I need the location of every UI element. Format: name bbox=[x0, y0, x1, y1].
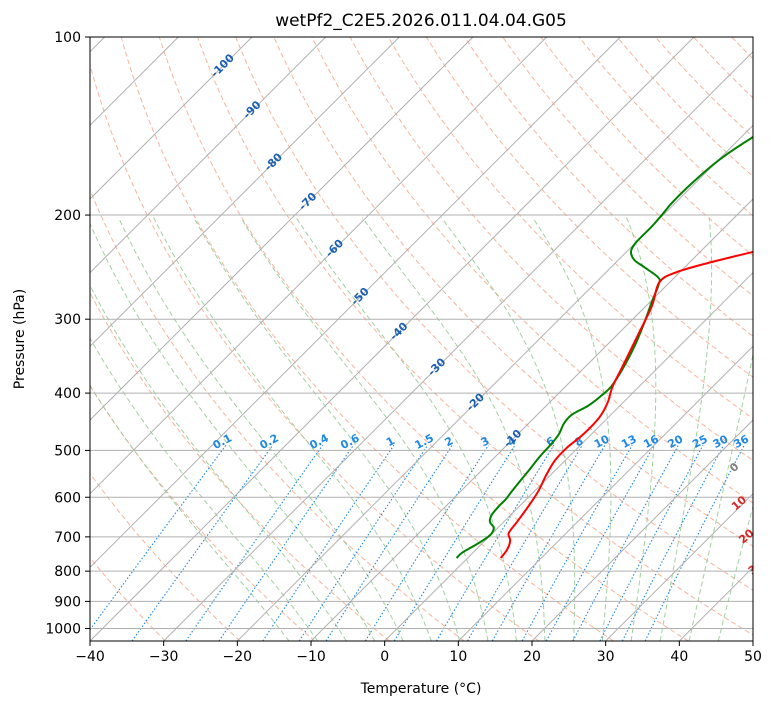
x-tick-label: −20 bbox=[223, 649, 253, 665]
moist-adiabat-line bbox=[441, 217, 576, 641]
isotherm-line bbox=[90, 37, 400, 348]
isotherm-line bbox=[236, 124, 753, 641]
dry-adiabat-line bbox=[273, 37, 753, 547]
mixing-ratio-line bbox=[545, 444, 655, 641]
moist-adiabat-line bbox=[717, 504, 753, 641]
dry-adiabat-line bbox=[90, 62, 540, 641]
y-axis-ticks: 1000 900 800 700 600 500 400 300 200 100 bbox=[45, 30, 90, 637]
isotherm-line bbox=[90, 37, 327, 274]
isotherm-line bbox=[531, 419, 753, 641]
y-tick-label: 500 bbox=[54, 443, 81, 459]
dry-adiabat-line bbox=[90, 472, 241, 641]
x-tick-label: 50 bbox=[744, 649, 762, 665]
mixing-ratio-line bbox=[185, 444, 324, 641]
isotherm-line bbox=[90, 37, 621, 569]
dry-adiabat-line bbox=[197, 37, 753, 636]
mixing-ratio-line bbox=[325, 444, 453, 641]
dewpoint-line bbox=[455, 135, 753, 559]
mixing-ratio-line bbox=[298, 444, 429, 641]
moist-adiabat-line bbox=[193, 217, 461, 641]
mixing-ratio-line bbox=[218, 444, 354, 641]
dry-adiabats bbox=[90, 37, 753, 641]
moist-adiabat-line bbox=[532, 217, 612, 641]
mixing-ratio-line bbox=[364, 444, 489, 641]
mixing-ratio-line bbox=[521, 444, 633, 641]
isotherm-line bbox=[605, 492, 753, 641]
moist-adiabat-line bbox=[118, 217, 404, 641]
mixing-ratio-label: 13 bbox=[619, 432, 639, 451]
mixing-ratio-line bbox=[262, 444, 395, 641]
mixing-ratio-line bbox=[467, 444, 583, 641]
y-tick-label: 700 bbox=[54, 530, 81, 546]
moist-adiabat-line bbox=[295, 217, 517, 641]
y-tick-label: 800 bbox=[54, 564, 81, 580]
x-tick-label: 0 bbox=[380, 649, 389, 665]
x-tick-label: 20 bbox=[523, 649, 541, 665]
x-axis-ticks: −40 −30 −20 −10 0 10 20 30 40 50 bbox=[75, 641, 762, 665]
mixing-ratio-line bbox=[131, 444, 274, 641]
moist-adiabat-line bbox=[90, 284, 347, 641]
mixing-ratio-label: 25 bbox=[690, 432, 710, 451]
moist-adiabat-line bbox=[90, 384, 290, 641]
x-tick-label: −40 bbox=[75, 649, 105, 665]
mixing-ratio-line bbox=[644, 444, 745, 641]
dry-adiabat-line bbox=[349, 37, 753, 462]
mixing-ratio-line bbox=[491, 444, 606, 641]
mixing-ratio-lines bbox=[90, 444, 745, 641]
y-tick-label: 900 bbox=[54, 594, 81, 610]
dry-adiabat-label: 30 bbox=[746, 557, 766, 577]
x-tick-label: 40 bbox=[670, 649, 688, 665]
x-axis-label: Temperature (°C) bbox=[360, 681, 482, 697]
mixing-ratio-label: 16 bbox=[641, 432, 661, 451]
x-tick-label: 10 bbox=[449, 649, 467, 665]
dry-adiabat-line bbox=[235, 37, 753, 591]
mixing-ratio-label: 30 bbox=[711, 432, 731, 451]
dry-adiabat-line bbox=[425, 37, 753, 378]
isotherm-line bbox=[310, 198, 753, 641]
dry-adiabat-line bbox=[502, 37, 753, 297]
mixing-ratio-label: 36 bbox=[731, 432, 751, 451]
moist-adiabat-line bbox=[240, 217, 489, 641]
isotherm-line bbox=[90, 37, 474, 421]
y-tick-label: 300 bbox=[54, 312, 81, 328]
isotherm-line bbox=[163, 50, 753, 641]
mixing-ratio-label: 10 bbox=[592, 432, 612, 451]
y-axis-label: Pressure (hPa) bbox=[12, 289, 28, 389]
isotherm-isobar-grid bbox=[90, 37, 753, 641]
mixing-ratio-line bbox=[435, 444, 555, 641]
dry-adiabat-line bbox=[90, 556, 166, 641]
dry-adiabat-line bbox=[158, 37, 689, 641]
isotherm-line bbox=[457, 345, 753, 641]
moist-adiabat-line bbox=[153, 217, 432, 641]
dry-adiabat-line bbox=[90, 384, 316, 641]
isotherm-line bbox=[90, 37, 253, 200]
y-tick-label: 1000 bbox=[45, 621, 81, 637]
isotherm-line bbox=[90, 37, 695, 641]
mixing-ratio-line bbox=[90, 444, 227, 631]
moist-adiabat-line bbox=[659, 217, 713, 641]
moist-adiabat-line bbox=[688, 351, 753, 641]
y-tick-label: 400 bbox=[54, 386, 81, 402]
mixing-ratio-label: 20 bbox=[666, 432, 686, 451]
temperature-line bbox=[499, 250, 753, 559]
y-tick-label: 200 bbox=[54, 208, 81, 224]
plot-frame bbox=[89, 36, 754, 642]
y-tick-label: 600 bbox=[54, 490, 81, 506]
moist-adiabat-line bbox=[90, 337, 319, 641]
isotherm-line bbox=[384, 271, 753, 641]
isotherm-line bbox=[90, 37, 548, 495]
dry-adiabat-line bbox=[90, 291, 390, 641]
x-tick-label: 30 bbox=[597, 649, 615, 665]
dry-adiabat-line bbox=[90, 188, 465, 641]
plot-area: 0.1 0.2 0.4 0.6 1 1.5 2 3 4 6 8 10 13 16 20 25 30 36-100-… bbox=[90, 37, 766, 641]
x-tick-label: −30 bbox=[149, 649, 179, 665]
chart-title: wetPf2_C2E5.2026.011.04.04.G05 bbox=[275, 11, 567, 31]
y-tick-label: 100 bbox=[54, 30, 81, 46]
dry-adiabat-line bbox=[120, 37, 614, 641]
x-tick-label: −10 bbox=[296, 649, 326, 665]
moist-adiabat-line bbox=[90, 222, 376, 641]
